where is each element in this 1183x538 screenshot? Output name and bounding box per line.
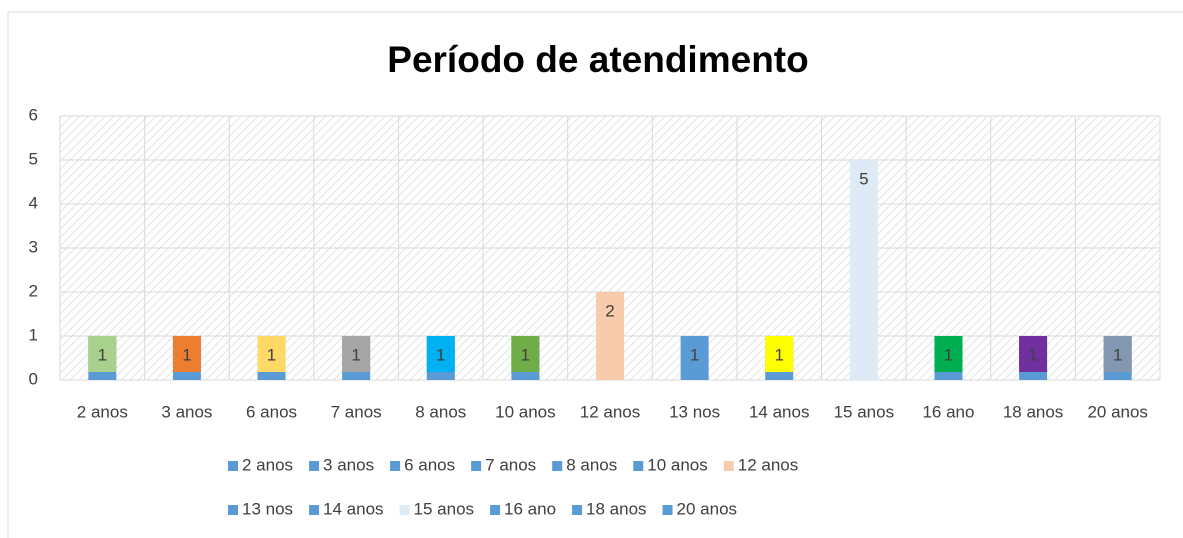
- data-label: 1: [774, 345, 783, 364]
- data-label: 1: [436, 345, 445, 364]
- x-tick-label: 2 anos: [77, 402, 128, 421]
- data-label-box: [1103, 336, 1132, 372]
- data-label: 1: [98, 345, 107, 364]
- legend-label: 7 anos: [485, 455, 536, 474]
- x-tick-label: 8 anos: [415, 402, 466, 421]
- legend-label: 14 anos: [323, 499, 384, 518]
- legend-swatch: [399, 505, 410, 515]
- data-label: 1: [521, 345, 530, 364]
- x-tick-label: 15 anos: [834, 402, 895, 421]
- x-tick-label: 20 anos: [1087, 402, 1148, 421]
- y-tick-label: 4: [29, 193, 38, 212]
- data-label: 2: [605, 301, 614, 320]
- data-label-box: [172, 336, 201, 372]
- legend-swatch: [572, 505, 583, 515]
- legend-label: 2 anos: [242, 455, 293, 474]
- data-label: 1: [351, 345, 360, 364]
- data-label: 1: [1028, 345, 1037, 364]
- data-label: 1: [1113, 345, 1122, 364]
- legend-label: 8 anos: [566, 455, 617, 474]
- data-label-box: [511, 336, 540, 372]
- chart-border: [7, 11, 1183, 538]
- x-tick-label: 3 anos: [161, 402, 212, 421]
- y-tick-label: 5: [29, 149, 38, 168]
- data-label-box: [426, 336, 455, 372]
- bar: [680, 336, 709, 380]
- legend-label: 10 anos: [647, 455, 708, 474]
- legend-label: 6 anos: [404, 455, 455, 474]
- chart-title: Período de atendimento: [387, 39, 808, 80]
- bar: [596, 292, 624, 380]
- y-tick-label: 3: [29, 237, 38, 256]
- legend-swatch: [490, 505, 501, 515]
- legend-label: 13 nos: [242, 499, 293, 518]
- data-label-box: [342, 336, 371, 372]
- legend-swatch: [552, 461, 563, 471]
- legend-swatch: [309, 461, 320, 471]
- x-tick-label: 18 anos: [1003, 402, 1064, 421]
- x-tick-label: 16 ano: [922, 402, 974, 421]
- x-tick-label: 7 anos: [331, 402, 382, 421]
- legend-swatch: [228, 505, 238, 515]
- y-tick-label: 0: [29, 369, 38, 388]
- x-tick-label: 13 nos: [669, 402, 720, 421]
- data-label: 1: [267, 345, 276, 364]
- data-label: 1: [182, 345, 191, 364]
- legend-label: 3 anos: [323, 455, 374, 474]
- legend-swatch: [662, 505, 673, 515]
- data-label: 1: [944, 345, 953, 364]
- x-tick-label: 12 anos: [580, 402, 641, 421]
- x-tick-label: 6 anos: [246, 402, 297, 421]
- legend-swatch: [309, 505, 320, 515]
- legend-label: 16 ano: [504, 499, 556, 518]
- legend-label: 18 anos: [586, 499, 647, 518]
- x-tick-label: 10 anos: [495, 402, 556, 421]
- data-label-box: [88, 336, 117, 372]
- data-label-box: [934, 336, 963, 372]
- legend-swatch: [633, 461, 644, 471]
- y-tick-label: 2: [29, 281, 38, 300]
- data-label-box: [1019, 336, 1048, 372]
- y-tick-label: 6: [29, 105, 38, 124]
- x-tick-label: 14 anos: [749, 402, 810, 421]
- y-tick-label: 1: [29, 325, 38, 344]
- legend-swatch: [228, 461, 238, 471]
- data-label-box: [765, 336, 794, 372]
- legend-label: 15 anos: [414, 499, 475, 518]
- legend-swatch: [723, 461, 734, 471]
- legend-swatch: [471, 461, 482, 471]
- legend-label: 12 anos: [738, 455, 799, 474]
- data-label: 1: [690, 345, 699, 364]
- data-label: 5: [859, 169, 868, 188]
- bar: [849, 160, 878, 380]
- data-label-box: [257, 336, 286, 372]
- legend-label: 20 anos: [677, 499, 738, 518]
- legend-swatch: [390, 461, 401, 471]
